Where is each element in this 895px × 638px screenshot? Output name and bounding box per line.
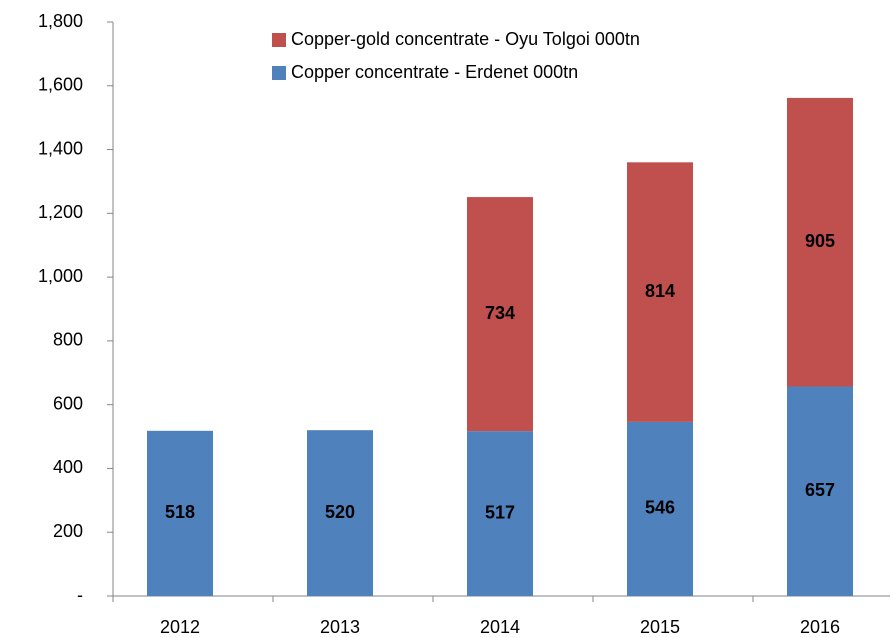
bar-segment (467, 431, 533, 596)
bar-segment (787, 97, 853, 387)
y-tick-label: 400 (53, 457, 83, 477)
legend-swatch (272, 66, 286, 80)
value-label: 734 (485, 303, 515, 323)
bar-segment (147, 430, 213, 596)
y-tick-label: 1,600 (38, 75, 83, 95)
value-label: 905 (805, 231, 835, 251)
y-tick-label: 1,000 (38, 266, 83, 286)
bar-segment (627, 162, 693, 422)
x-tick-label: 2012 (160, 617, 200, 637)
y-tick-label: 1,800 (38, 11, 83, 31)
y-tick-label: 1,400 (38, 138, 83, 158)
x-tick-label: 2013 (320, 617, 360, 637)
y-tick-label: - (77, 585, 83, 605)
x-tick-label: 2015 (640, 617, 680, 637)
legend-swatch (272, 33, 286, 47)
bar-segment (787, 386, 853, 596)
bar-segment (467, 197, 533, 432)
x-tick-label: 2014 (480, 617, 520, 637)
value-label: 520 (325, 502, 355, 522)
value-label: 546 (645, 498, 675, 518)
y-tick-label: 1,200 (38, 202, 83, 222)
y-tick-label: 200 (53, 521, 83, 541)
legend-label: Copper concentrate - Erdenet 000tn (291, 62, 578, 82)
x-tick-label: 2016 (800, 617, 840, 637)
value-label: 517 (485, 502, 515, 522)
value-label: 814 (645, 281, 675, 301)
bar-segment (307, 430, 373, 596)
bar-segment (627, 421, 693, 596)
y-tick-label: 800 (53, 330, 83, 350)
value-label: 518 (165, 502, 195, 522)
legend-label: Copper-gold concentrate - Oyu Tolgoi 000… (291, 29, 640, 49)
value-label: 657 (805, 480, 835, 500)
y-tick-label: 600 (53, 393, 83, 413)
